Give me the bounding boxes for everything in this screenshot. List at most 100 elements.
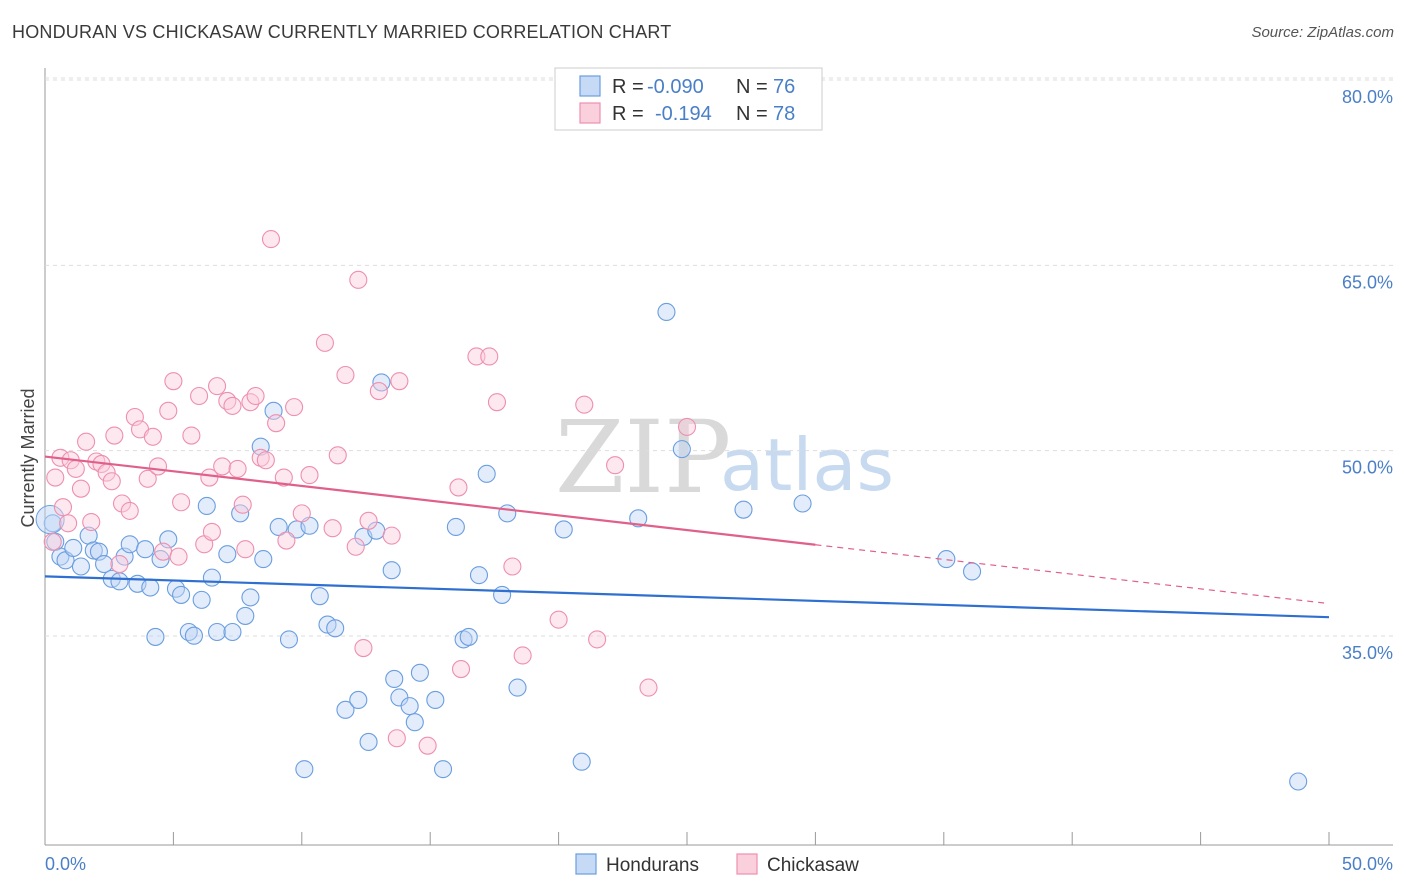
point-hondurans: [295, 760, 314, 779]
point-hondurans: [208, 622, 227, 642]
point-chickasaw: [236, 540, 255, 559]
point-hondurans: [236, 606, 255, 625]
point-chickasaw: [549, 610, 568, 629]
point-hondurans: [385, 669, 404, 688]
point-chickasaw: [467, 347, 486, 366]
point-chickasaw: [359, 511, 378, 530]
legend-top: R = -0.090 N = 76 R = -0.194 N = 78: [554, 67, 823, 131]
point-hondurans: [279, 630, 299, 649]
bottom-legend-label-chickasaw: Chickasaw: [767, 855, 859, 876]
source-label: Source: ZipAtlas.com: [1251, 24, 1394, 41]
point-chickasaw: [154, 542, 173, 561]
watermark-zip: ZIP: [555, 399, 731, 516]
point-chickasaw: [315, 333, 334, 352]
legend-n-value-2: 78: [773, 103, 795, 125]
bottom-legend-label-hondurans: Hondurans: [606, 855, 699, 876]
point-hondurans: [64, 538, 83, 558]
point-hondurans: [498, 504, 517, 523]
point-chickasaw: [575, 395, 594, 414]
point-chickasaw: [336, 365, 355, 385]
point-hondurans: [359, 732, 378, 752]
legend-swatch-hondurans: [579, 75, 601, 97]
point-hondurans: [151, 550, 170, 569]
point-hondurans: [218, 545, 237, 564]
point-chickasaw: [513, 646, 532, 665]
watermark-atlas: atlas: [720, 423, 894, 507]
point-chickasaw: [59, 514, 78, 533]
point-chickasaw: [354, 639, 373, 658]
legend-r-value-1: -0.090: [647, 76, 704, 98]
point-hondurans: [184, 626, 203, 645]
point-hondurans: [120, 535, 139, 554]
trend-lines: [44, 455, 1330, 619]
point-chickasaw: [233, 495, 252, 514]
point-hondurans: [793, 494, 812, 513]
point-hondurans: [433, 760, 453, 779]
point-hondurans: [629, 509, 648, 528]
point-chickasaw: [228, 459, 247, 478]
x-tick-label-min: 0.0%: [45, 854, 86, 874]
point-hondurans: [1289, 772, 1308, 791]
point-chickasaw: [71, 479, 91, 498]
point-hondurans: [493, 585, 512, 604]
series-chickasaw-points: [43, 230, 697, 755]
point-hondurans: [136, 540, 155, 559]
point-chickasaw: [120, 501, 139, 520]
point-hondurans: [508, 678, 527, 697]
point-hondurans: [446, 517, 465, 537]
y-tick-label: 65.0%: [1342, 272, 1393, 292]
point-hondurans: [241, 588, 260, 607]
point-chickasaw: [102, 472, 121, 491]
point-chickasaw: [328, 446, 347, 465]
point-chickasaw: [159, 401, 178, 420]
point-chickasaw: [143, 427, 162, 446]
point-chickasaw: [387, 729, 406, 748]
point-chickasaw: [487, 393, 507, 412]
point-chickasaw: [346, 537, 365, 556]
legend-r-label-2: R =: [612, 103, 644, 125]
point-hondurans: [477, 464, 496, 483]
point-hondurans: [192, 590, 211, 609]
point-chickasaw: [112, 494, 132, 513]
point-hondurans: [146, 627, 165, 646]
point-hondurans: [400, 697, 419, 716]
point-chickasaw: [138, 469, 157, 488]
point-hondurans: [172, 585, 191, 604]
point-hondurans: [310, 587, 329, 606]
point-chickasaw: [677, 417, 697, 436]
point-hondurans: [672, 440, 691, 459]
point-hondurans: [426, 690, 445, 710]
point-chickasaw: [300, 466, 319, 485]
point-chickasaw: [390, 372, 409, 391]
point-chickasaw: [246, 386, 265, 406]
series-hondurans-points: [35, 302, 1308, 791]
point-chickasaw: [267, 414, 286, 433]
point-chickasaw: [213, 457, 232, 476]
point-chickasaw: [251, 448, 270, 467]
point-chickasaw: [256, 451, 275, 470]
point-chickasaw: [274, 468, 293, 487]
bottom-legend-swatch-chickasaw: [736, 853, 758, 875]
point-chickasaw: [606, 456, 625, 475]
y-tick-label: 35.0%: [1342, 643, 1393, 663]
point-chickasaw: [200, 468, 219, 487]
point-hondurans: [141, 578, 160, 597]
point-hondurans: [110, 572, 129, 591]
legend-swatch-chickasaw: [579, 102, 601, 124]
point-chickasaw: [77, 432, 96, 451]
point-chickasaw: [172, 493, 191, 512]
point-chickasaw: [449, 478, 468, 497]
point-chickasaw: [164, 372, 183, 391]
point-chickasaw: [182, 426, 201, 445]
point-hondurans: [962, 562, 982, 581]
point-chickasaw: [223, 396, 242, 415]
point-chickasaw: [82, 512, 101, 532]
y-tick-label: 50.0%: [1342, 458, 1393, 478]
point-hondurans: [197, 496, 216, 516]
point-chickasaw: [369, 382, 388, 401]
point-chickasaw: [66, 459, 85, 478]
point-hondurans: [410, 663, 429, 682]
point-chickasaw: [218, 391, 237, 410]
legend-r-label-1: R =: [612, 76, 644, 98]
point-hondurans: [349, 690, 368, 710]
